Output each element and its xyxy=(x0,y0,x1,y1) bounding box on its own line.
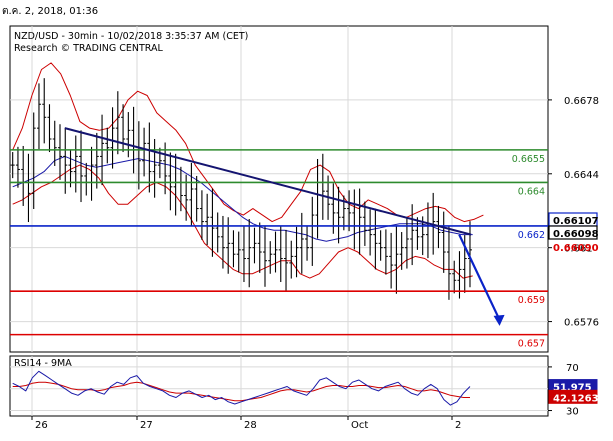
rsi-tick-label-0: 70 xyxy=(566,363,579,374)
time-tick-label-2: 28 xyxy=(244,420,257,431)
rsi-badge-label-0: 51.975 xyxy=(553,383,592,394)
time-tick-label-0: 26 xyxy=(35,420,48,431)
time-tick-label-1: 27 xyxy=(140,420,153,431)
rsi-lines xyxy=(12,370,471,406)
rsi-panel xyxy=(9,355,549,417)
ma-line xyxy=(12,155,473,242)
projection-arrow-head xyxy=(493,314,505,326)
price-gridlines xyxy=(10,26,548,352)
price-tick-label-3: 0.6678 xyxy=(564,96,599,107)
rsi-title: RSI14 - 9MA xyxy=(14,358,72,369)
chart-header-line2: Research © TRADING CENTRAL xyxy=(14,43,163,54)
window-date: ต.ค. 2, 2018, 01:36 xyxy=(2,6,98,17)
price-badge-label-2: 0.66090 xyxy=(553,243,599,254)
moving-average xyxy=(12,155,473,242)
projection-arrow-shaft xyxy=(458,234,501,321)
chart-header-line1: NZD/USD - 30min - 10/02/2018 3:35:37 AM … xyxy=(14,31,248,42)
rsi-line xyxy=(12,370,471,406)
level-label-3: 0.659 xyxy=(518,295,545,306)
price-badges: 0.66107 0.66098 0.66090 xyxy=(548,212,599,254)
time-axis: 26 27 28 Oct 2 xyxy=(31,416,461,431)
trendline-0 xyxy=(64,127,472,236)
level-label-2: 0.662 xyxy=(518,230,545,241)
price-axis: 0.6576 0.661 0.6644 0.6678 xyxy=(548,96,599,329)
trendline xyxy=(64,127,505,326)
price-panel xyxy=(9,25,549,353)
level-label-1: 0.664 xyxy=(518,186,545,197)
rsi-badge-box-1 xyxy=(548,389,598,404)
price-badge-label-1: 0.66098 xyxy=(553,229,599,240)
price-tick-label-2: 0.6644 xyxy=(564,170,599,181)
time-tick-label-4: 2 xyxy=(455,420,461,431)
time-tick-label-3: Oct xyxy=(351,420,368,431)
level-label-4: 0.657 xyxy=(518,339,545,350)
price-tick-label-0: 0.6576 xyxy=(564,318,599,329)
price-badge-label-0: 0.66107 xyxy=(553,216,599,227)
rsi-tick-label-2: 30 xyxy=(566,407,579,418)
price-tick-label-1: 0.661 xyxy=(564,244,593,255)
level-label-0: 0.6655 xyxy=(512,154,545,165)
rsi-badge-label-1: 42.1263 xyxy=(553,393,599,404)
support-resistance-levels: 0.6655 0.664 0.662 0.659 0.657 xyxy=(10,149,548,350)
price-badge-box-1 xyxy=(548,225,598,240)
